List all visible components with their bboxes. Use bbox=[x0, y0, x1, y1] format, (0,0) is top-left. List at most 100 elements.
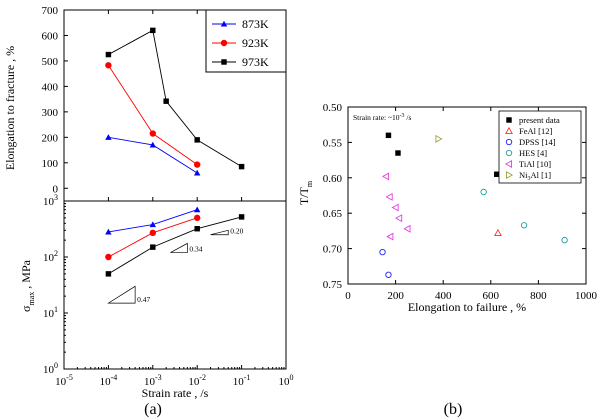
legend-label-sub: 3 bbox=[528, 176, 531, 182]
legend-marker-873K bbox=[220, 20, 228, 27]
y-tick-label-base: 10 bbox=[43, 364, 55, 376]
caption-a: (a) bbox=[144, 401, 162, 418]
legend-label-name: HES [4] bbox=[519, 148, 547, 158]
data-point-973K bbox=[105, 51, 112, 58]
data-point-923K bbox=[194, 161, 201, 168]
series-line-973K bbox=[108, 216, 242, 275]
series-line-873K bbox=[108, 209, 198, 233]
legend-label: present data bbox=[519, 115, 560, 125]
data-point-FeAl12 bbox=[493, 228, 502, 237]
data-point-973K bbox=[238, 163, 245, 170]
x-tick-label-exp: -3 bbox=[155, 373, 162, 382]
legend-marker bbox=[506, 117, 512, 123]
strain-rate-unit: /s bbox=[405, 113, 412, 122]
x-tick-label-base: 10 bbox=[55, 376, 67, 388]
data-point-873K bbox=[105, 228, 112, 235]
data-point-presentdata bbox=[385, 132, 392, 139]
strain-rate-annotation: Strain rate: ~10-3 /s bbox=[353, 113, 412, 122]
y-tick-label: 200 bbox=[42, 132, 59, 144]
y-tick-label: 400 bbox=[42, 81, 59, 93]
y-label-unit: , MPa bbox=[19, 259, 33, 291]
flow-stress-x-axis-label: Strain rate , /s bbox=[142, 386, 209, 400]
tm-series bbox=[379, 132, 568, 278]
legend-label-873K: 873K bbox=[242, 17, 269, 31]
x-tick-label: 400 bbox=[435, 290, 452, 302]
data-point-873K bbox=[194, 169, 201, 176]
data-point-HES4 bbox=[561, 236, 568, 244]
tm-y-label-main: T/T bbox=[297, 186, 311, 205]
caption-b: (b) bbox=[444, 401, 463, 418]
slope-triangle bbox=[107, 285, 136, 304]
y-label-sigma: σ bbox=[19, 305, 33, 312]
elongation-series bbox=[105, 27, 245, 176]
y-tick-label-base: 10 bbox=[43, 196, 55, 208]
data-point-923K bbox=[194, 214, 201, 222]
y-tick-label: 700 bbox=[42, 5, 59, 17]
data-point-TiAl10 bbox=[381, 172, 390, 181]
legend-marker bbox=[505, 138, 513, 146]
legend-label-tail: Al [1] bbox=[531, 170, 552, 180]
slope-label: 0.20 bbox=[230, 227, 243, 236]
y-tick-label: 0.75 bbox=[323, 279, 343, 291]
x-tick-label-base: 10 bbox=[233, 376, 245, 388]
legend-box bbox=[498, 110, 582, 184]
y-tick-label: 100 bbox=[43, 361, 58, 376]
data-point-923K bbox=[105, 62, 112, 69]
elongation-y-axis-label: Elongation to fracture , % bbox=[3, 46, 17, 170]
y-tick-label: 600 bbox=[42, 30, 59, 42]
flow-stress-y-axis-label: σmax , MPa bbox=[19, 259, 36, 312]
data-point-TiAl10 bbox=[395, 214, 403, 223]
tm-y-label-sub: m bbox=[305, 180, 314, 187]
x-tick-label: 200 bbox=[387, 290, 404, 302]
data-point-873K bbox=[105, 134, 112, 140]
data-point-973K bbox=[150, 244, 156, 250]
legend-label: FeAl [12] bbox=[519, 126, 552, 136]
elongation-legend: 873K 923K 973K bbox=[205, 9, 287, 73]
y-tick-label-exp: 0 bbox=[54, 361, 58, 370]
legend-marker bbox=[505, 126, 513, 135]
tm-x-ticks: 0 200 400 600 800 1000 bbox=[345, 107, 598, 302]
x-tick-label-exp: -2 bbox=[199, 373, 206, 382]
y-tick-label: 100 bbox=[42, 158, 59, 170]
data-point-973K bbox=[105, 271, 112, 277]
data-point-TiAl10 bbox=[386, 232, 394, 241]
x-tick-label-exp: -5 bbox=[66, 373, 73, 382]
legend-label: HES [4] bbox=[519, 148, 547, 158]
legend-label-name: present data bbox=[519, 115, 560, 125]
data-point-973K bbox=[194, 137, 200, 143]
x-tick-label-exp: -1 bbox=[244, 373, 251, 382]
tm-x-axis-label: Elongation to failure , % bbox=[408, 300, 526, 314]
x-tick-label-base: 10 bbox=[188, 376, 200, 388]
data-point-923K bbox=[149, 229, 156, 237]
x-tick-label-base: 10 bbox=[100, 376, 112, 388]
legend-marker-923K bbox=[220, 39, 228, 47]
tm-y-ticks: 0.50 0.55 0.60 0.65 0.70 0.75 bbox=[323, 102, 586, 291]
legend-marker bbox=[504, 160, 513, 168]
data-point-Ni bbox=[435, 134, 443, 143]
y-tick-label: 300 bbox=[42, 107, 59, 119]
legend-label: Ni3Al [1] bbox=[519, 170, 551, 182]
x-tick-label: 600 bbox=[483, 290, 500, 302]
y-tick-label: 103 bbox=[43, 193, 58, 208]
data-point-HES4 bbox=[520, 222, 528, 229]
flow-stress-x-ticks: 10-5 10-4 10-3 10-2 10-1 100 bbox=[55, 365, 294, 388]
legend-label-973K: 973K bbox=[242, 55, 269, 69]
y-tick-label: 102 bbox=[43, 249, 58, 264]
x-tick-label: 100 bbox=[279, 373, 294, 388]
data-point-TiAl10 bbox=[391, 203, 399, 212]
x-tick-label: 10-1 bbox=[233, 373, 251, 388]
x-tick-label-exp: 0 bbox=[290, 373, 294, 382]
x-tick-label: 10-2 bbox=[188, 373, 206, 388]
x-tick-label: 1000 bbox=[575, 290, 598, 302]
homologous-temperature-chart: 0.50 0.55 0.60 0.65 0.70 0.75 0 200 400 600 800 10… bbox=[297, 102, 598, 314]
flow-stress-plot-frame bbox=[63, 200, 287, 370]
x-tick-label: 800 bbox=[530, 290, 547, 302]
y-tick-label-exp: 1 bbox=[54, 305, 58, 314]
legend-label: TiAl [10] bbox=[519, 159, 551, 169]
x-tick-label: 10-3 bbox=[144, 373, 162, 388]
data-point-923K bbox=[149, 130, 156, 137]
